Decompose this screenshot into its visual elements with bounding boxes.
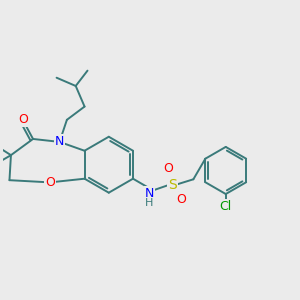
Text: O: O [177, 194, 187, 206]
Text: O: O [18, 113, 28, 126]
Text: Cl: Cl [220, 200, 232, 213]
Text: H: H [145, 198, 153, 208]
Text: O: O [164, 162, 173, 175]
Text: N: N [145, 187, 154, 200]
Text: N: N [55, 135, 64, 148]
Text: S: S [168, 178, 177, 192]
Text: O: O [45, 176, 55, 189]
